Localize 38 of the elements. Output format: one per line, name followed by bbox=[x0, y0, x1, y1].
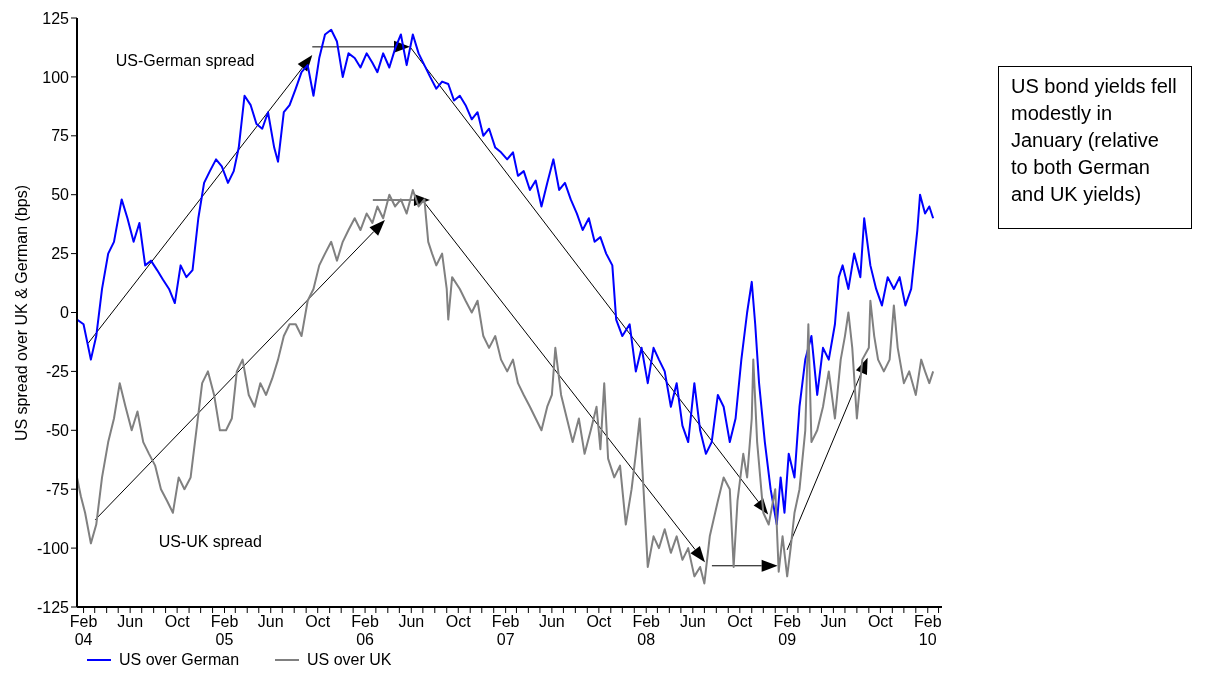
x-tick-label: Oct bbox=[586, 613, 612, 630]
x-tick-label: Feb 07 bbox=[491, 613, 520, 648]
x-tick-label: Jun bbox=[117, 613, 144, 630]
y-axis-title: US spread over UK & German (bps) bbox=[13, 184, 31, 441]
y-tick-label: -125 bbox=[36, 598, 70, 616]
x-tick-label: Oct bbox=[445, 613, 472, 630]
x-tick-label: Jun bbox=[398, 613, 425, 630]
x-tick-label: Feb 06 bbox=[351, 613, 379, 648]
x-tick-label: Oct bbox=[305, 613, 331, 630]
x-tick-label: Feb 05 bbox=[210, 613, 239, 648]
x-tick-label: Jun bbox=[679, 613, 706, 630]
annotation: US-German spread bbox=[115, 52, 255, 70]
y-tick-label: -25 bbox=[45, 363, 70, 381]
y-tick-label: 50 bbox=[51, 186, 70, 204]
line-series bbox=[77, 188, 935, 585]
x-tick-label: Feb 04 bbox=[69, 613, 98, 648]
legend-label: US over UK bbox=[307, 651, 392, 669]
x-tick-label: Feb 08 bbox=[632, 613, 661, 648]
x-tick-label: Oct bbox=[727, 613, 753, 630]
x-tick-label: Oct bbox=[164, 613, 191, 630]
x-tick-label: Jun bbox=[820, 613, 847, 630]
x-tick-label: Jun bbox=[257, 613, 284, 630]
y-tick-label: -75 bbox=[45, 480, 70, 498]
y-tick-label: 0 bbox=[60, 304, 70, 322]
line-series bbox=[77, 28, 935, 526]
y-tick-label: -100 bbox=[36, 539, 70, 557]
x-tick-label: Feb 10 bbox=[913, 613, 942, 648]
text: US bond yields fell modestly in January (relative to both German and UK yields) bbox=[998, 66, 1192, 229]
annotation: US-UK spread bbox=[158, 533, 262, 551]
y-tick-label: 75 bbox=[51, 127, 70, 145]
y-tick-label: -50 bbox=[45, 421, 70, 439]
x-tick-label: Feb 09 bbox=[773, 613, 802, 648]
x-tick-label: Oct bbox=[867, 613, 894, 630]
legend-label: US over German bbox=[119, 651, 240, 669]
x-tick-label: Jun bbox=[538, 613, 565, 630]
y-tick-label: 125 bbox=[42, 9, 70, 27]
y-tick-label: 25 bbox=[51, 245, 70, 263]
y-tick-label: 100 bbox=[42, 68, 70, 86]
